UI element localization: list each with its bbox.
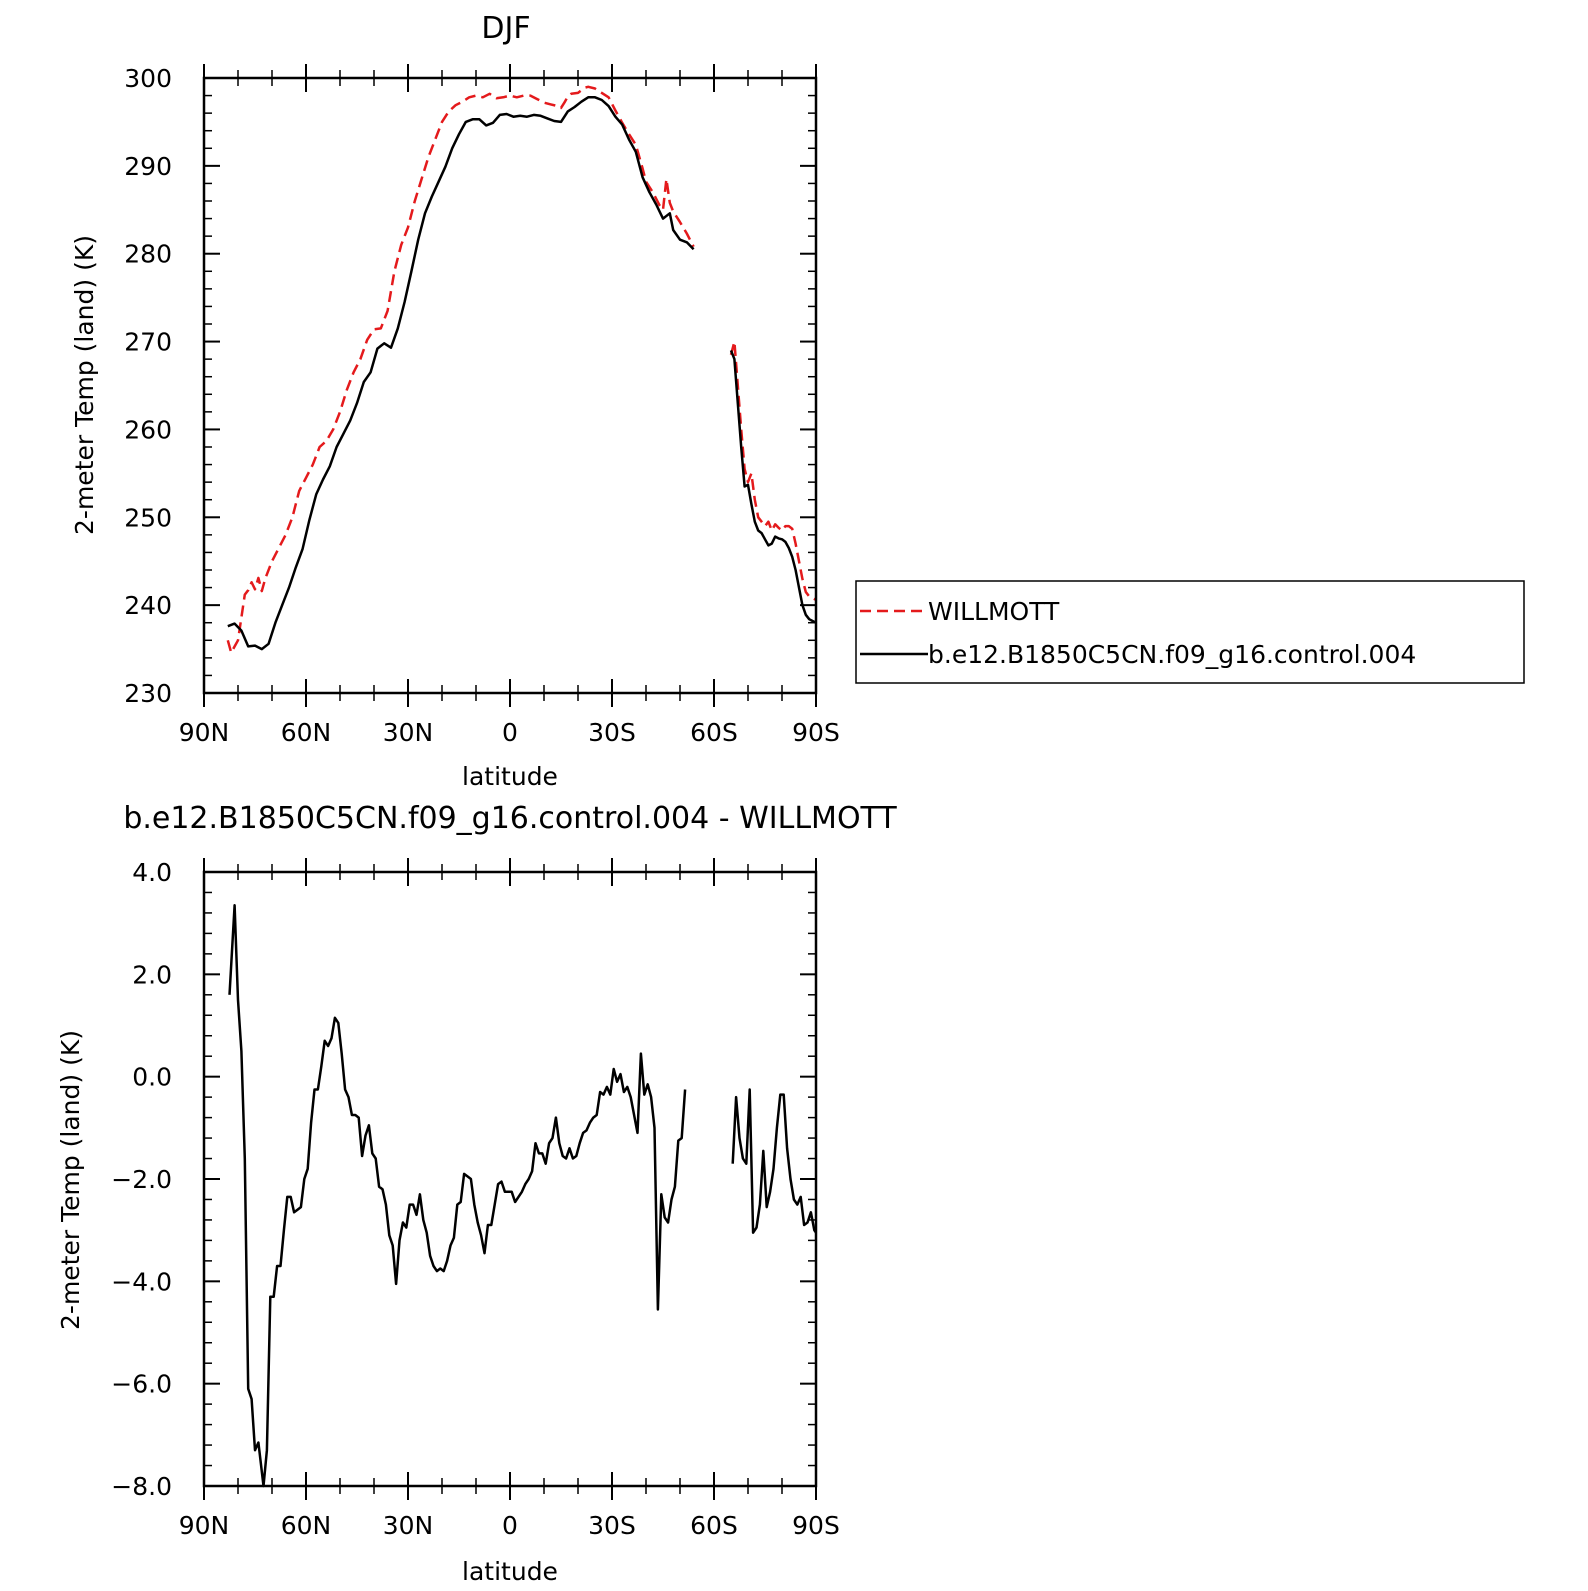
y-tick-label: 250 [124,503,172,532]
y-tick-label: 280 [124,240,172,269]
x-tick-label: 90N [179,1511,230,1540]
series-line-b-e12-b1850c5cn-f09-g16-control-004 [729,349,817,624]
y-tick-label: 240 [124,591,172,620]
top-y-axis-label: 2-meter Temp (land) (K) [70,235,99,535]
bottom-x-axis-label: latitude [462,1557,558,1586]
y-tick-label: 0.0 [132,1063,172,1092]
top-tick-labels: 90N 60N 30N 0 30S 60S 90S 230 240 250 260 270 280 290… [124,64,840,747]
x-tick-label: 30N [383,1511,434,1540]
y-tick-label: −2.0 [111,1165,172,1194]
bottom-chart-title: b.e12.B1850C5CN.f09_g16.control.004 - WI… [123,801,897,836]
x-tick-label: 90S [792,1511,840,1540]
x-tick-label: 30N [383,718,434,747]
bottom-plot-lines [228,904,818,1488]
top-x-axis-label: latitude [462,762,558,791]
top-axis-ticks [203,64,817,707]
x-tick-label: 30S [588,718,636,747]
bottom-y-axis-label: 2-meter Temp (land) (K) [56,1030,85,1330]
y-tick-label: 270 [124,328,172,357]
top-chart-title: DJF [481,11,530,46]
y-tick-label: 4.0 [132,858,172,887]
bottom-plot-frame [202,870,818,1488]
top-panel: DJF 90N 60N 30N 0 30S 60S 90S 230 240 250 260 270 28… [70,11,1525,791]
legend-label-willmott: WILLMOTT [928,597,1060,626]
series-line-b-e12-b1850c5cn-f09-g16-control-004 [227,96,695,651]
y-tick-label: 230 [124,679,172,708]
series-line-willmott [729,340,817,602]
y-tick-label: 290 [124,152,172,181]
y-tick-label: 300 [124,64,172,93]
x-tick-label: 90N [179,718,230,747]
y-tick-label: −4.0 [111,1267,172,1296]
y-tick-label: 260 [124,415,172,444]
x-tick-label: 60S [690,1511,738,1540]
legend: WILLMOTT b.e12.B1850C5CN.f09_g16.control… [855,580,1525,684]
x-tick-label: 60N [281,718,332,747]
legend-label-model: b.e12.B1850C5CN.f09_g16.control.004 [928,640,1416,669]
x-tick-label: 30S [588,1511,636,1540]
top-plot-lines [226,85,817,654]
y-tick-label: 2.0 [132,960,172,989]
x-tick-label: 60S [690,718,738,747]
x-tick-label: 90S [792,718,840,747]
x-tick-label: 60N [281,1511,332,1540]
x-tick-label: 0 [502,718,518,747]
x-tick-label: 0 [502,1511,518,1540]
y-tick-label: −6.0 [111,1370,172,1399]
y-tick-label: −8.0 [111,1472,172,1501]
series-line-difference [228,904,687,1488]
series-line-difference [731,1088,818,1234]
bottom-tick-labels: 90N 60N 30N 0 30S 60S 90S −8.0 −6.0 −4.0 −2.0 0.0 2.… [111,858,840,1540]
legend-box [855,580,1525,684]
top-plot-frame [202,76,818,695]
bottom-panel: b.e12.B1850C5CN.f09_g16.control.004 - WI… [56,801,897,1586]
